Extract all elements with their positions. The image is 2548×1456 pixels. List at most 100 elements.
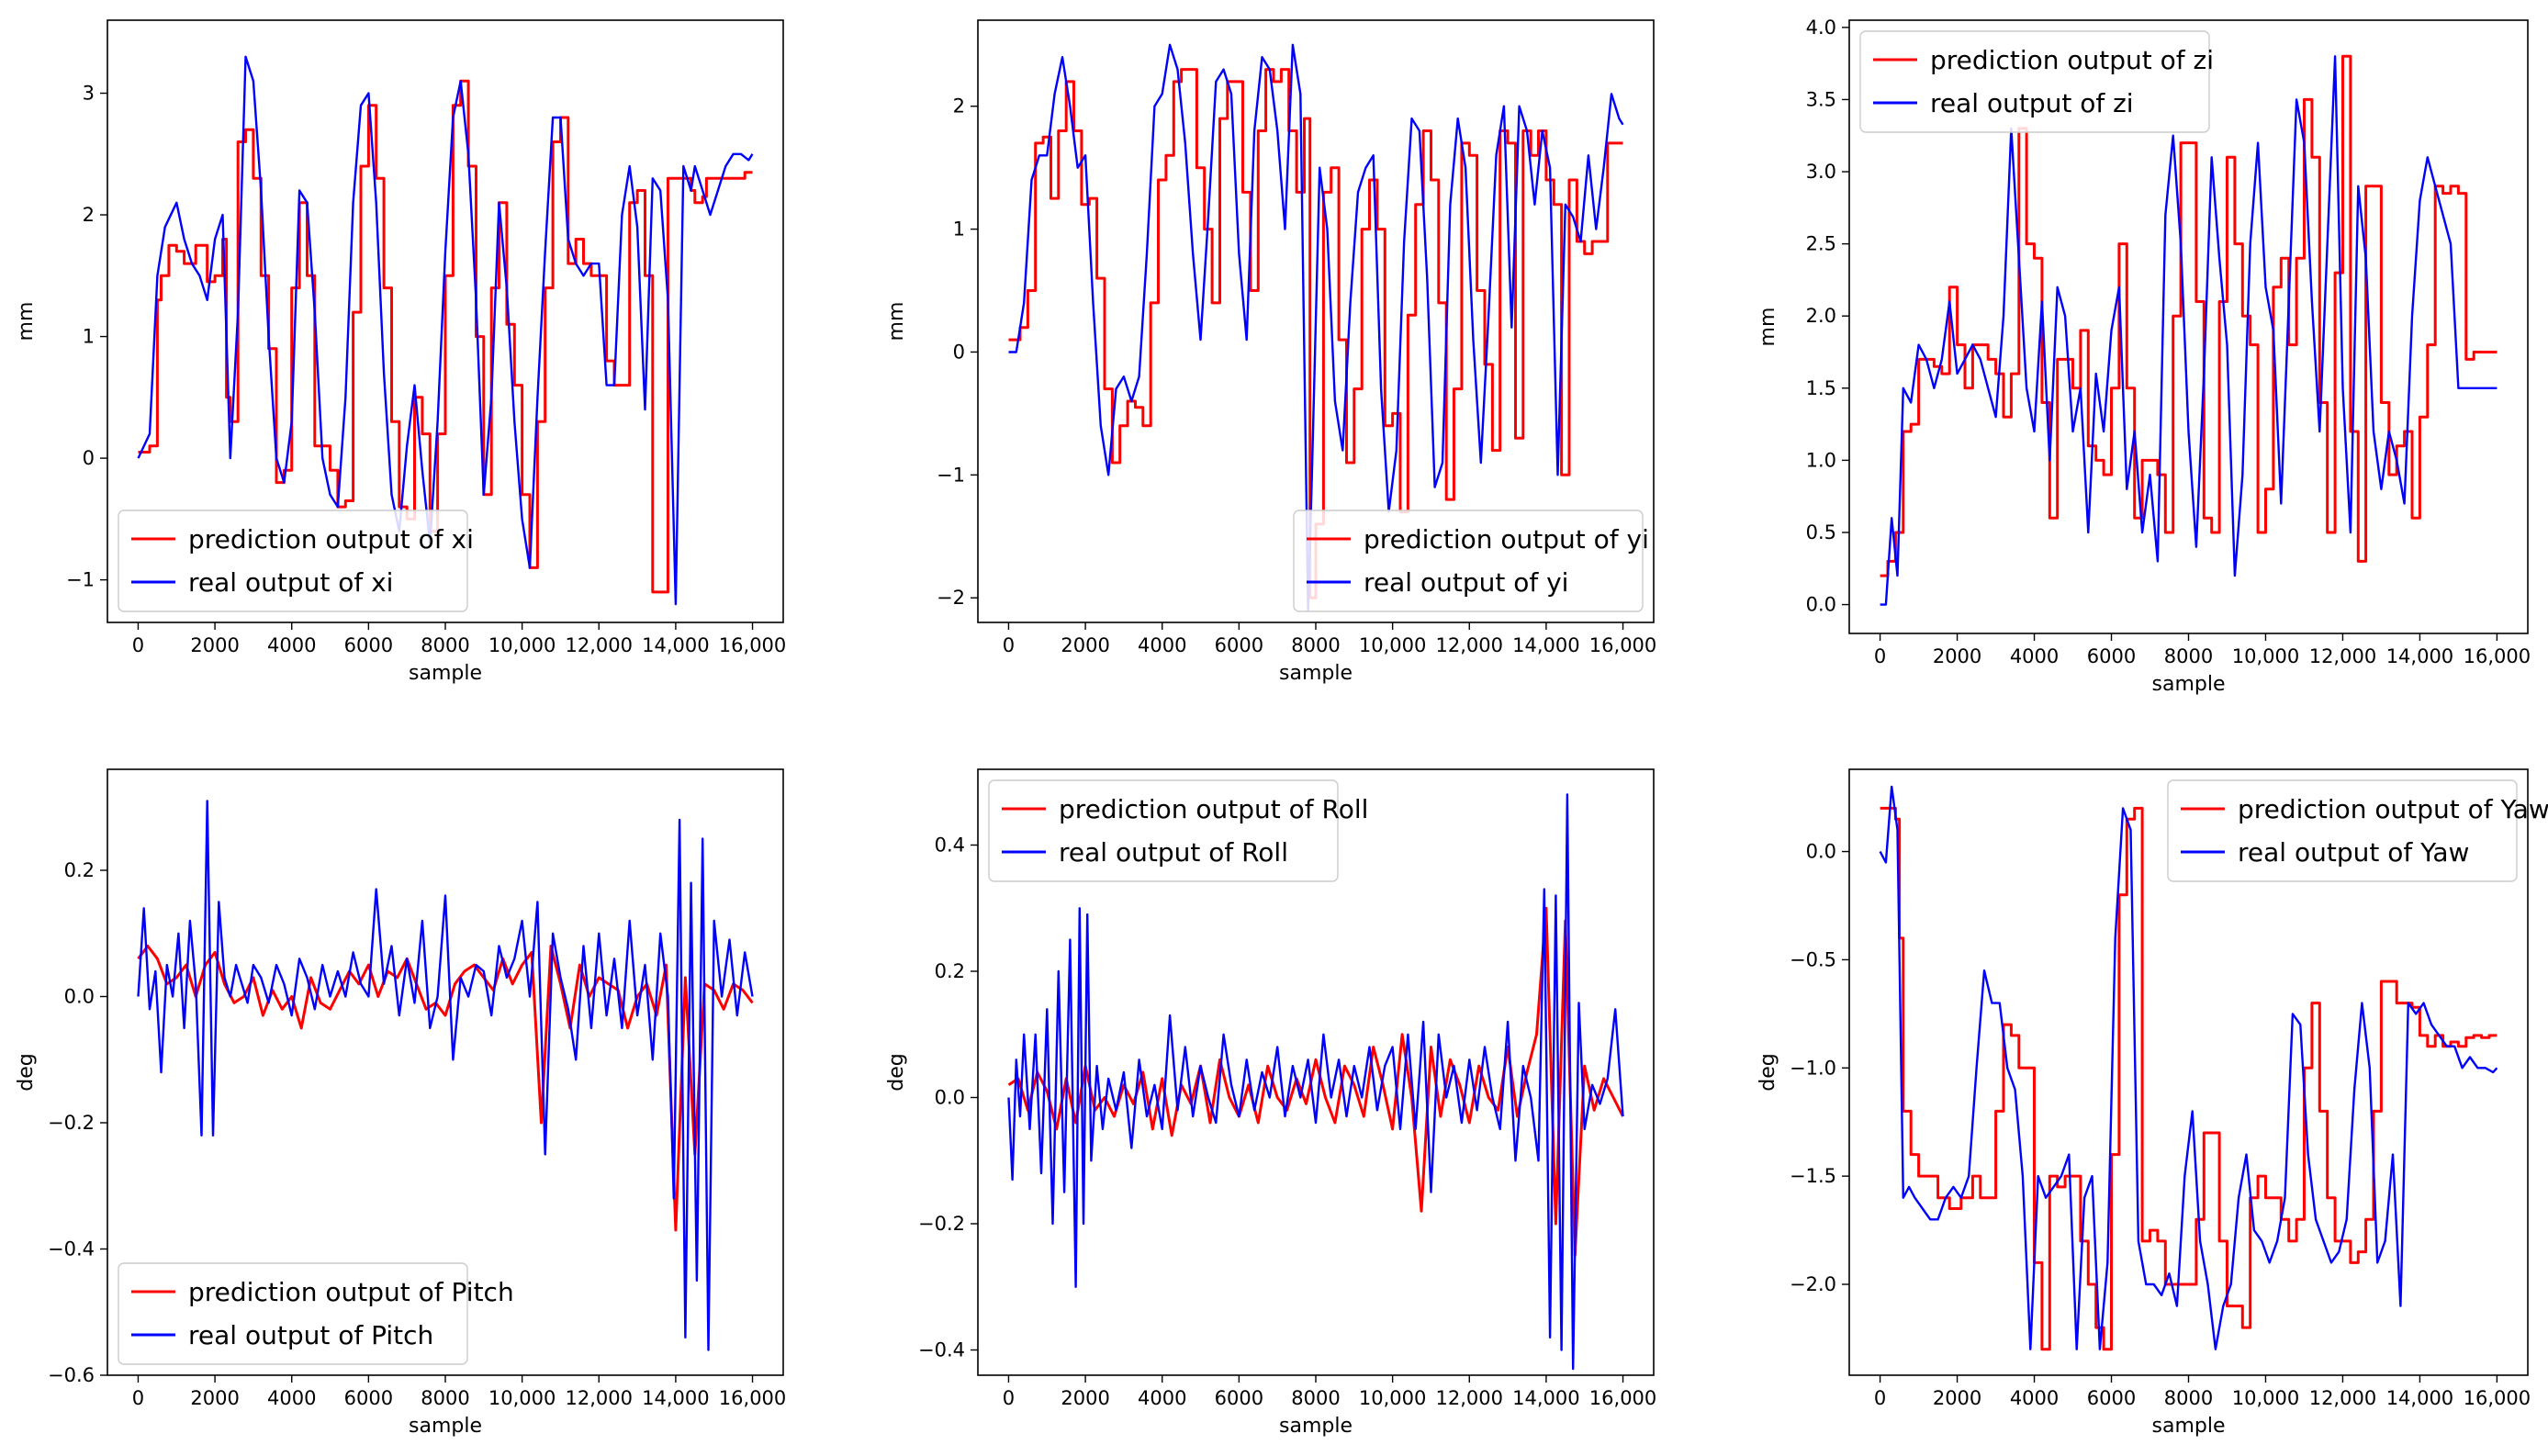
- x-tick-label: 14,000: [1512, 1387, 1579, 1409]
- y-tick-label: 2.0: [1806, 305, 1836, 327]
- y-tick-label: −0.2: [48, 1112, 95, 1134]
- legend: prediction output of Roll real output of …: [988, 779, 1368, 882]
- legend-label: real output of xi: [188, 567, 393, 598]
- y-tick-label: 0.4: [935, 834, 965, 857]
- series-line-real: [137, 55, 754, 606]
- x-tick-label: 0: [1874, 645, 1886, 667]
- x-tick-label: 8000: [421, 634, 469, 656]
- x-tick-label: 16,000: [2464, 645, 2531, 667]
- x-tick-label: 12,000: [2309, 645, 2376, 667]
- legend-label: prediction output of xi: [188, 524, 474, 554]
- y-tick-label: 0: [953, 341, 965, 363]
- x-tick-label: 0: [132, 634, 144, 656]
- x-tick-label: 16,000: [2464, 1387, 2531, 1409]
- x-tick-label: 10,000: [2232, 1387, 2299, 1409]
- x-tick-label: 2000: [1933, 645, 1981, 667]
- x-axis-label: sample: [1279, 1415, 1353, 1438]
- x-axis-label: sample: [409, 662, 482, 685]
- y-axis-label: deg: [15, 1053, 38, 1091]
- legend-box: [2167, 779, 2518, 882]
- legend-box: [1293, 510, 1644, 612]
- y-tick-label: 0.0: [935, 1087, 965, 1109]
- y-tick-label: 0.0: [64, 986, 95, 1008]
- legend-box: [988, 779, 1339, 882]
- series-line-real: [1008, 43, 1624, 611]
- x-tick-label: 2000: [190, 634, 239, 656]
- x-tick-label: 4000: [267, 1387, 316, 1409]
- series-line-prediction: [137, 945, 754, 1232]
- x-tick-label: 4000: [267, 634, 316, 656]
- x-tick-label: 4000: [1138, 1387, 1186, 1409]
- x-tick-label: 10,000: [2232, 645, 2299, 667]
- x-tick-label: 14,000: [2386, 1387, 2453, 1409]
- x-tick-label: 10,000: [1359, 1387, 1426, 1409]
- x-tick-label: 2000: [1933, 1387, 1981, 1409]
- x-axis-label: sample: [409, 1415, 482, 1438]
- y-tick-label: −1: [937, 464, 965, 486]
- x-axis-label: sample: [2152, 1415, 2226, 1438]
- series-line-prediction: [1880, 54, 2497, 577]
- x-tick-label: 12,000: [1436, 1387, 1503, 1409]
- subplot-1: 0 2000 4000 6000 8000 10,000 12,000 14,000 16,00…: [15, 19, 786, 685]
- series-line-real: [1007, 793, 1624, 1371]
- x-tick-label: 2000: [1061, 634, 1109, 656]
- legend-label: real output of Pitch: [188, 1320, 433, 1350]
- y-tick-label: −0.4: [48, 1238, 95, 1260]
- legend-label: prediction output of yi: [1364, 524, 1649, 554]
- y-tick-label: 0.2: [935, 960, 965, 982]
- series-line-real: [1879, 785, 2498, 1350]
- x-tick-label: 8000: [2164, 645, 2213, 667]
- y-tick-label: 2.5: [1806, 233, 1836, 255]
- y-tick-label: −1: [66, 569, 95, 591]
- y-tick-label: −1.0: [1790, 1057, 1836, 1079]
- y-axis-label: mm: [1757, 308, 1779, 347]
- legend-label: real output of zi: [1930, 88, 2134, 118]
- x-tick-label: 12,000: [566, 634, 633, 656]
- x-tick-label: 0: [1003, 1387, 1015, 1409]
- y-tick-label: 1.5: [1806, 377, 1836, 399]
- y-tick-label: 2: [83, 204, 95, 226]
- y-axis-label: mm: [885, 302, 908, 342]
- legend-label: prediction output of Pitch: [188, 1277, 514, 1307]
- y-tick-label: 0: [83, 447, 95, 469]
- y-tick-label: −1.5: [1790, 1165, 1836, 1187]
- x-tick-label: 6000: [1215, 1387, 1263, 1409]
- y-axis-label: deg: [1757, 1053, 1779, 1091]
- x-tick-label: 4000: [2010, 645, 2059, 667]
- y-axis-label: mm: [15, 302, 38, 342]
- series-line-real: [137, 800, 754, 1351]
- x-tick-label: 6000: [2087, 1387, 2136, 1409]
- x-tick-label: 2000: [1061, 1387, 1109, 1409]
- y-tick-label: −0.6: [48, 1364, 95, 1386]
- legend: prediction output of Pitch real output of…: [118, 1262, 514, 1365]
- series-line-prediction: [1880, 806, 2497, 1351]
- y-tick-label: 1: [83, 326, 95, 348]
- y-tick-label: −0.5: [1790, 948, 1836, 970]
- subplot-5: 0 2000 4000 6000 8000 10,000 12,000 14,000 16,00…: [885, 768, 1656, 1438]
- y-tick-label: 3: [83, 83, 95, 105]
- legend-label: real output of yi: [1364, 567, 1568, 598]
- legend: prediction output of xi real output of xi: [118, 510, 474, 612]
- legend: prediction output of yi real output of yi: [1293, 510, 1649, 612]
- y-tick-label: 1: [953, 218, 965, 241]
- series-line-real: [1880, 55, 2497, 606]
- legend-label: real output of Roll: [1059, 837, 1288, 868]
- x-tick-label: 4000: [2010, 1387, 2059, 1409]
- x-tick-label: 4000: [1138, 634, 1186, 656]
- x-tick-label: 8000: [1291, 634, 1340, 656]
- y-tick-label: −0.4: [918, 1339, 965, 1361]
- y-tick-label: 0.2: [64, 859, 95, 881]
- y-axis-label: deg: [885, 1053, 908, 1091]
- legend-label: real output of Yaw: [2238, 837, 2469, 868]
- x-tick-label: 10,000: [488, 1387, 556, 1409]
- x-tick-label: 10,000: [488, 634, 556, 656]
- x-tick-label: 8000: [421, 1387, 469, 1409]
- x-tick-label: 6000: [344, 634, 393, 656]
- legend: prediction output of zi real output of zi: [1859, 30, 2214, 133]
- y-tick-label: 3.5: [1806, 88, 1836, 110]
- x-tick-label: 12,000: [1436, 634, 1503, 656]
- y-tick-label: −0.2: [918, 1213, 965, 1235]
- x-tick-label: 2000: [190, 1387, 239, 1409]
- y-tick-label: 3.0: [1806, 161, 1836, 183]
